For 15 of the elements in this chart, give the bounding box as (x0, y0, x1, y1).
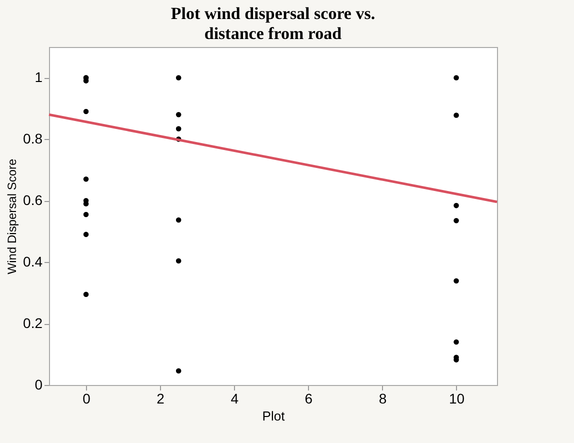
x-axis-title: Plot (262, 408, 286, 424)
y-tick-label: 0.2 (23, 315, 43, 332)
x-tick-label: 6 (304, 390, 313, 406)
y-tick-label: 1 (34, 69, 43, 86)
chart-title: Plot wind dispersal score vs. distance from road (170, 4, 376, 43)
y-tick-label: 0.6 (23, 192, 43, 208)
x-tick-label: 4 (230, 390, 239, 406)
x-tick-label: 2 (156, 390, 165, 406)
y-axis-title: Wind Dispersal Score (5, 158, 20, 274)
y-tick-label: 0.4 (23, 254, 43, 270)
x-tick-label: 0 (82, 390, 91, 406)
x-tick-label: 10 (448, 390, 465, 406)
x-tick-label: 8 (378, 390, 387, 406)
y-tick-label: 0.8 (23, 130, 43, 147)
y-tick-label: 0 (34, 376, 43, 392)
